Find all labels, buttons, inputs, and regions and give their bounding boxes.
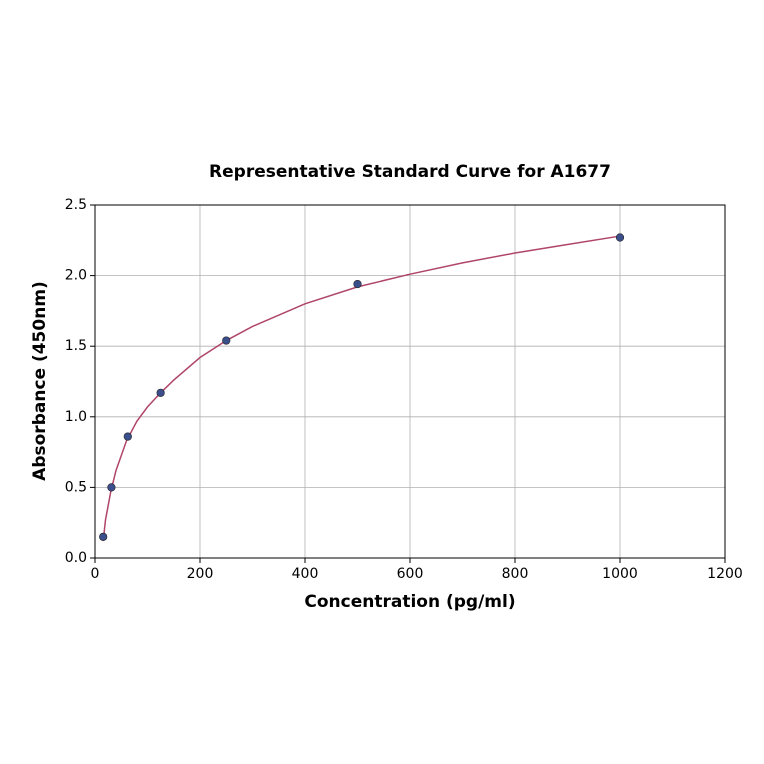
x-axis-label: Concentration (pg/ml) [304,592,515,612]
y-tick-label: 1.5 [65,338,87,354]
fit-curve [102,235,621,542]
y-tick-label: 2.5 [65,197,87,213]
x-tick-label: 1200 [707,566,743,582]
y-tick-label: 2.0 [65,268,87,284]
x-tick-label: 1000 [602,566,638,582]
y-tick-label: 1.0 [65,409,87,425]
data-point [353,279,362,289]
data-point [99,532,108,541]
x-tick-label: 200 [187,566,214,582]
y-axis-label: Absorbance (450nm) [30,281,50,481]
x-tick-label: 400 [292,566,319,582]
data-point [615,233,625,242]
data-point [222,336,231,345]
chart-title: Representative Standard Curve for A1677 [209,162,611,182]
y-tick-label: 0.5 [65,479,87,495]
x-tick-label: 600 [397,566,424,582]
data-point [123,432,132,441]
data-point [156,388,165,397]
x-tick-label: 800 [502,566,529,582]
x-tick-label: 0 [91,566,100,582]
plot-frame [94,204,726,559]
y-tick-label: 0.0 [65,550,87,566]
data-point [107,483,116,492]
